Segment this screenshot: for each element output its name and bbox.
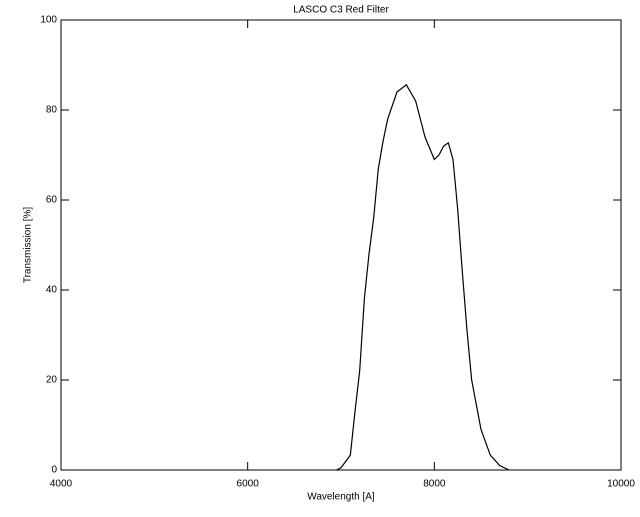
x-axis-label: Wavelength [A] (307, 492, 375, 503)
plot-frame (60, 19, 622, 471)
data-line (336, 83, 510, 471)
y-tick-label: 80 (46, 105, 58, 116)
chart-title: LASCO C3 Red Filter (293, 5, 389, 16)
x-tick-label: 4000 (50, 479, 73, 490)
y-tick-label: 100 (40, 15, 57, 26)
x-tick-label: 6000 (237, 479, 260, 490)
y-axis-label: Transmission [%] (23, 207, 34, 284)
y-tick-label: 40 (46, 285, 58, 296)
x-tick-label: 10000 (607, 479, 635, 490)
x-tick-label: 8000 (423, 479, 446, 490)
y-tick-label: 20 (46, 375, 58, 386)
y-tick-label: 0 (51, 465, 57, 476)
y-tick-label: 60 (46, 195, 58, 206)
